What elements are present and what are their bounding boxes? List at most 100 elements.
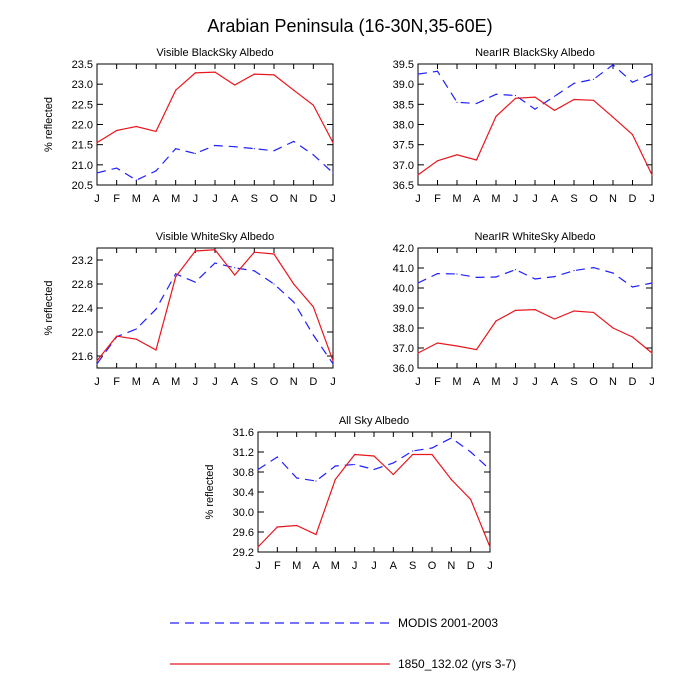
y-tick-label: 30.0: [233, 507, 254, 519]
data-point: [651, 282, 653, 284]
data-point: [436, 273, 439, 275]
x-tick-label: S: [251, 193, 258, 205]
x-tick-label: A: [231, 193, 239, 205]
data-point: [456, 101, 458, 103]
x-tick-label: D: [629, 193, 637, 205]
data-point: [214, 71, 216, 73]
x-tick-label: J: [513, 376, 519, 388]
x-tick-label: J: [255, 560, 261, 572]
x-tick-label: J: [649, 193, 655, 205]
data-point: [293, 89, 295, 91]
x-tick-label: M: [171, 376, 180, 388]
x-tick-label: A: [152, 193, 160, 205]
series-line-model: [257, 453, 491, 548]
data-point: [332, 363, 334, 365]
data-point: [651, 73, 653, 75]
plot-frame: [96, 247, 334, 369]
data-point: [135, 328, 137, 330]
y-tick-label: 39.0: [393, 79, 414, 91]
data-point: [273, 253, 275, 255]
data-point: [612, 64, 614, 66]
data-point: [293, 140, 295, 143]
data-point: [412, 453, 414, 456]
data-point: [431, 453, 433, 456]
data-point: [273, 283, 275, 285]
data-point: [573, 310, 575, 312]
x-tick-label: S: [409, 560, 416, 572]
data-point: [436, 160, 439, 162]
x-tick-label: F: [434, 376, 441, 388]
x-tick-label: N: [609, 193, 617, 205]
y-tick-label: 21.0: [72, 160, 93, 172]
series-line-model: [417, 308, 653, 354]
x-tick-label: M: [132, 193, 141, 205]
y-tick-label: 36.5: [393, 180, 414, 192]
data-point: [175, 89, 177, 91]
series-line-model: [96, 249, 334, 362]
data-point: [534, 108, 536, 110]
y-tick-label: 31.2: [233, 447, 254, 459]
data-point: [135, 338, 137, 340]
x-tick-label: A: [473, 193, 481, 205]
data-point: [431, 447, 433, 449]
series-line-modis: [417, 266, 653, 288]
y-tick-label: 38.0: [393, 323, 414, 335]
data-point: [234, 267, 236, 269]
data-point: [253, 251, 255, 253]
plot-frame: [417, 63, 653, 186]
data-point: [489, 546, 491, 548]
data-point: [553, 95, 556, 97]
data-point: [475, 276, 478, 278]
x-tick-label: J: [212, 193, 218, 205]
plot-frame: [96, 63, 334, 186]
x-tick-label: M: [452, 376, 461, 388]
y-tick-label: 22.8: [72, 279, 93, 291]
x-tick-label: J: [193, 193, 199, 205]
data-point: [553, 318, 556, 320]
data-point: [470, 451, 472, 453]
y-tick-label: 39.5: [393, 59, 414, 71]
data-point: [276, 456, 278, 458]
data-point: [651, 352, 653, 354]
y-axis-label: % reflected: [43, 97, 55, 152]
x-tick-label: J: [352, 560, 358, 572]
y-tick-label: 21.6: [72, 351, 93, 363]
data-point: [534, 309, 536, 311]
data-point: [612, 272, 614, 274]
data-point: [514, 309, 517, 311]
data-point: [534, 278, 536, 280]
figure-title: Arabian Peninsula (16-30N,35-60E): [207, 16, 492, 36]
data-point: [495, 320, 497, 322]
y-tick-label: 22.4: [72, 303, 93, 315]
data-point: [417, 73, 419, 75]
data-point: [456, 345, 458, 347]
data-point: [175, 273, 177, 275]
data-point: [96, 363, 98, 365]
data-point: [573, 82, 575, 84]
data-point: [475, 349, 478, 351]
x-tick-label: J: [487, 560, 493, 572]
x-tick-label: A: [473, 376, 481, 388]
x-tick-label: A: [551, 193, 559, 205]
x-tick-label: S: [251, 376, 258, 388]
x-tick-label: M: [331, 560, 340, 572]
data-point: [354, 463, 356, 466]
x-tick-label: M: [491, 376, 500, 388]
data-point: [514, 269, 517, 271]
x-tick-label: J: [415, 193, 421, 205]
x-tick-label: S: [570, 376, 577, 388]
x-tick-label: J: [94, 376, 100, 388]
data-point: [631, 81, 634, 83]
y-tick-label: 20.5: [72, 180, 93, 192]
data-point: [470, 498, 472, 501]
x-tick-label: D: [467, 560, 475, 572]
data-point: [135, 125, 137, 128]
y-tick-label: 37.0: [393, 343, 414, 355]
x-tick-label: N: [290, 193, 298, 205]
y-tick-label: 42.0: [393, 243, 414, 255]
data-point: [592, 311, 595, 313]
legend-label-modis: MODIS 2001-2003: [398, 616, 498, 630]
data-point: [234, 84, 236, 86]
data-point: [253, 270, 255, 272]
